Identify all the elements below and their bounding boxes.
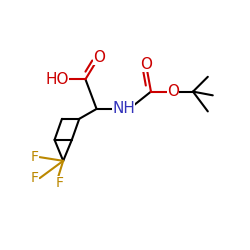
Text: O: O bbox=[167, 84, 179, 99]
Text: O: O bbox=[93, 50, 105, 64]
Text: HO: HO bbox=[45, 72, 69, 87]
Text: F: F bbox=[31, 150, 39, 164]
Text: O: O bbox=[140, 57, 152, 72]
Text: F: F bbox=[31, 171, 39, 185]
Text: NH: NH bbox=[112, 102, 135, 116]
Text: F: F bbox=[56, 176, 64, 190]
